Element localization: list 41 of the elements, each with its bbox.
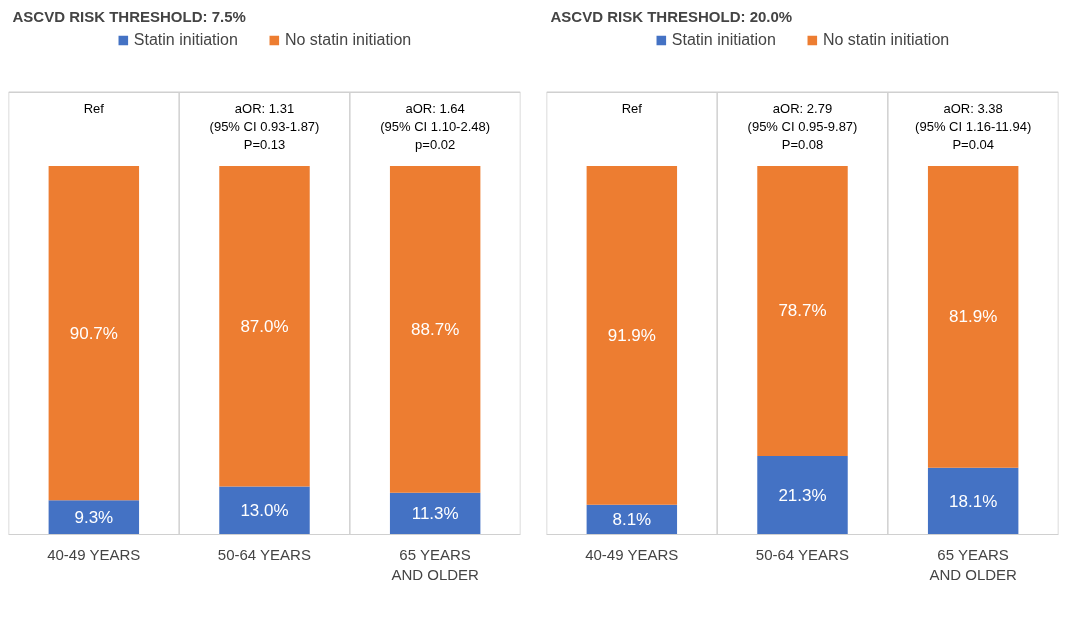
legend-label: No statin initiation [822,31,950,49]
data-label: 81.9% [949,307,998,327]
chart-title: ASCVD RISK THRESHOLD: 7.5% [12,7,246,25]
text: Ref [621,101,643,117]
bar [927,165,1019,468]
data-label: 88.7% [411,319,460,339]
bar [389,492,481,535]
data-label: 91.9% [607,325,656,345]
data-label: 87.0% [240,316,289,336]
bar [219,165,310,487]
bar [48,500,140,535]
legend-label: Statin initiation [133,31,238,49]
legend-label: No statin initiation [284,31,412,49]
data-label: 90.7% [69,323,118,343]
bar [927,467,1019,535]
data-label: 78.7% [778,301,827,321]
text: aOR: 1.64 (95% CI 1.10-2.48) p=0.02 [380,101,491,153]
data-label: 9.3% [74,507,114,527]
x-tick-label: 65 YEARS AND OLDER [929,545,1018,583]
bar [586,165,678,505]
data-label: 21.3% [778,485,827,505]
bar [219,486,310,535]
text: aOR: 3.38 (95% CI 1.16-11.94) P=0.04 [915,101,1032,153]
data-label: 13.0% [240,501,289,521]
bar [48,165,140,501]
text: aOR: 2.79 (95% CI 0.95-9.87) P=0.08 [747,101,858,153]
x-tick-label: 40-49 YEARS [47,545,141,563]
x-tick-label: 40-49 YEARS [585,545,679,563]
data-label: 8.1% [612,510,652,530]
chart-title: ASCVD RISK THRESHOLD: 20.0% [550,7,793,25]
bar [757,455,848,535]
text: Ref [83,101,105,117]
x-tick-label: 65 YEARS AND OLDER [391,545,480,583]
bar [757,165,848,456]
x-tick-label: 50-64 YEARS [217,545,311,563]
bar [389,165,481,493]
x-tick-label: 50-64 YEARS [755,545,849,563]
data-label: 18.1% [949,491,998,511]
legend-label: Statin initiation [671,31,776,49]
data-label: 11.3% [411,504,459,524]
text: aOR: 1.31 (95% CI 0.93-1.87) P=0.13 [209,101,320,153]
